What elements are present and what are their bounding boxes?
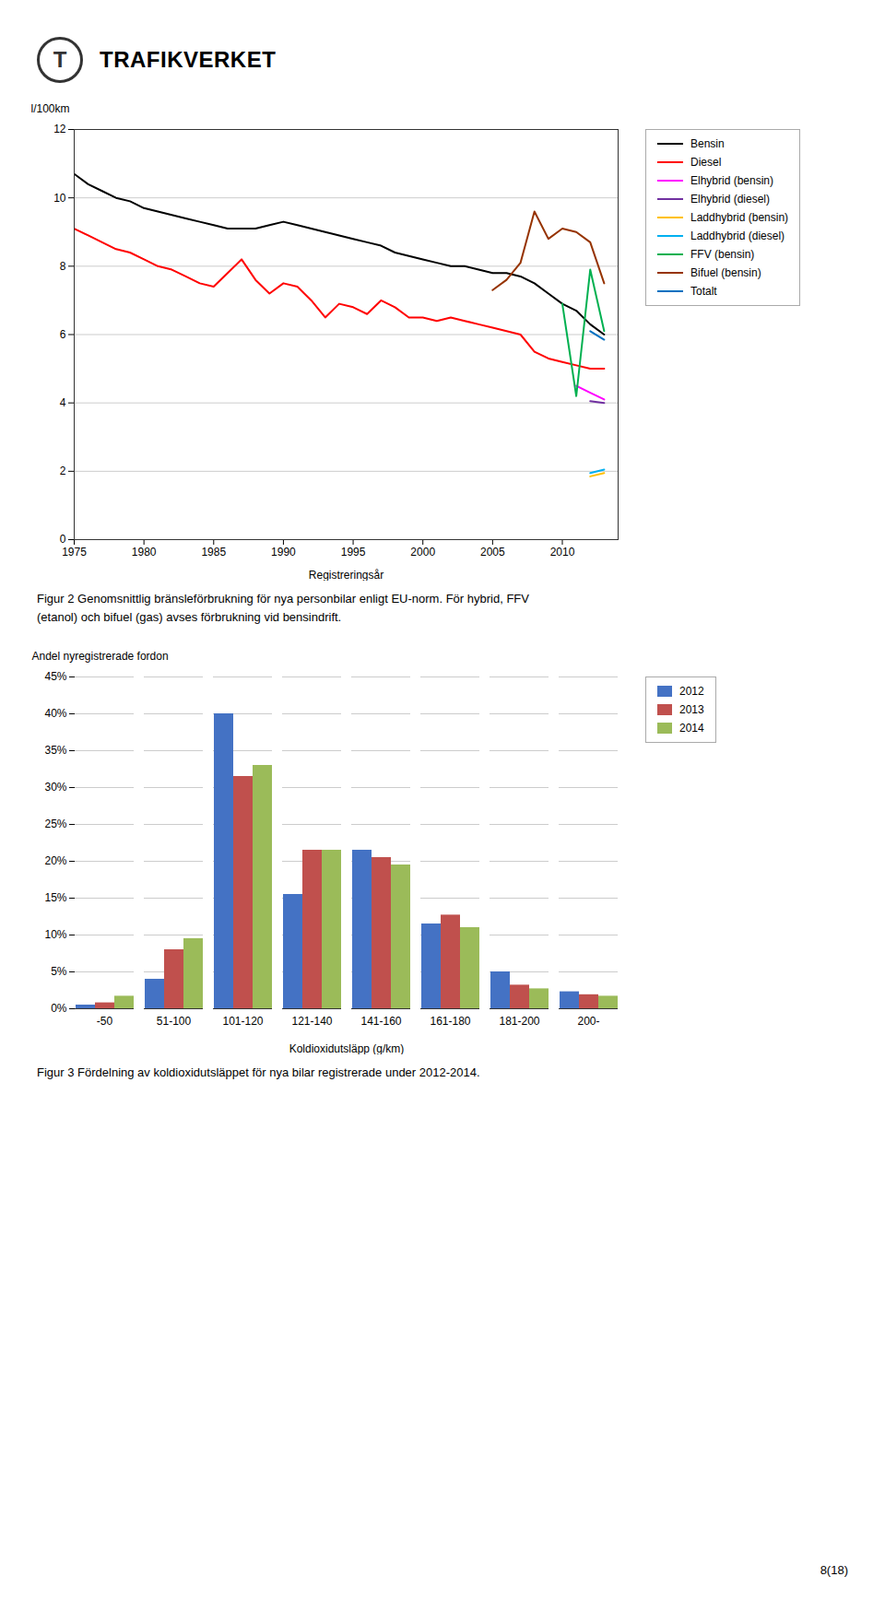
svg-text:200-: 200- xyxy=(577,1014,600,1028)
svg-text:141-160: 141-160 xyxy=(360,1014,402,1028)
svg-text:Andel nyregistrerade fordon: Andel nyregistrerade fordon xyxy=(32,649,169,663)
svg-text:2000: 2000 xyxy=(410,545,436,559)
svg-text:0: 0 xyxy=(59,532,67,546)
svg-text:4: 4 xyxy=(59,396,67,410)
svg-text:121-140: 121-140 xyxy=(291,1014,332,1028)
svg-text:20%: 20% xyxy=(44,854,67,868)
html-text:FFV (bensin): FFV (bensin) xyxy=(690,247,755,261)
svg-text:101-120: 101-120 xyxy=(222,1014,263,1028)
svg-text:15%: 15% xyxy=(44,891,67,905)
svg-text:51-100: 51-100 xyxy=(156,1014,192,1028)
html-text:Diesel: Diesel xyxy=(690,155,722,169)
html-text:8(18): 8(18) xyxy=(820,1563,849,1578)
html-text:2012: 2012 xyxy=(679,684,705,698)
svg-text:12: 12 xyxy=(53,122,67,136)
svg-text:l/100km: l/100km xyxy=(31,102,71,116)
html-text:TRAFIKVERKET: TRAFIKVERKET xyxy=(99,47,276,72)
svg-text:1975: 1975 xyxy=(61,545,87,559)
html-text:2013: 2013 xyxy=(679,703,705,717)
svg-text:1990: 1990 xyxy=(271,545,296,559)
svg-text:-50: -50 xyxy=(96,1014,114,1028)
html-text:Laddhybrid (diesel): Laddhybrid (diesel) xyxy=(690,229,785,243)
html-text:Totalt: Totalt xyxy=(690,284,717,298)
svg-text:10: 10 xyxy=(53,191,67,205)
svg-text:8: 8 xyxy=(59,259,67,273)
svg-text:25%: 25% xyxy=(44,817,67,831)
svg-text:161-180: 161-180 xyxy=(429,1014,471,1028)
html-text:(etanol) och bifuel (gas) avse: (etanol) och bifuel (gas) avses förbrukn… xyxy=(36,609,342,624)
svg-text:45%: 45% xyxy=(44,670,67,684)
svg-text:2010: 2010 xyxy=(550,545,576,559)
svg-text:35%: 35% xyxy=(44,743,67,757)
svg-text:181-200: 181-200 xyxy=(498,1014,540,1028)
svg-text:10%: 10% xyxy=(44,928,67,942)
svg-text:5%: 5% xyxy=(50,965,68,979)
svg-text:1995: 1995 xyxy=(341,545,366,559)
html-text:Bensin: Bensin xyxy=(690,137,725,151)
svg-text:40%: 40% xyxy=(44,707,67,720)
svg-text:30%: 30% xyxy=(44,780,67,794)
svg-text:1980: 1980 xyxy=(131,545,157,559)
svg-text:Koldioxidutsläpp (g/km): Koldioxidutsläpp (g/km) xyxy=(289,1042,405,1056)
svg-text:0%: 0% xyxy=(50,1002,68,1015)
html-text:T: T xyxy=(53,47,67,72)
html-text:Bifuel (bensin): Bifuel (bensin) xyxy=(690,266,762,280)
html-text:Laddhybrid (bensin): Laddhybrid (bensin) xyxy=(690,211,789,225)
svg-text:6: 6 xyxy=(59,328,67,342)
svg-text:1985: 1985 xyxy=(200,545,226,559)
html-text:Elhybrid (diesel): Elhybrid (diesel) xyxy=(690,192,770,206)
html-text:Figur 3 Fördelning av koldioxi: Figur 3 Fördelning av koldioxidutsläppet… xyxy=(36,1065,480,1080)
html-text:Figur 2 Genomsnittlig bränslef: Figur 2 Genomsnittlig bränsleförbrukning… xyxy=(36,591,530,606)
svg-text:Registreringsår: Registreringsår xyxy=(308,568,384,582)
html-text:2014: 2014 xyxy=(679,721,705,735)
html-text:Elhybrid (bensin): Elhybrid (bensin) xyxy=(690,174,774,188)
svg-text:2005: 2005 xyxy=(480,545,506,559)
svg-text:2: 2 xyxy=(59,464,67,478)
